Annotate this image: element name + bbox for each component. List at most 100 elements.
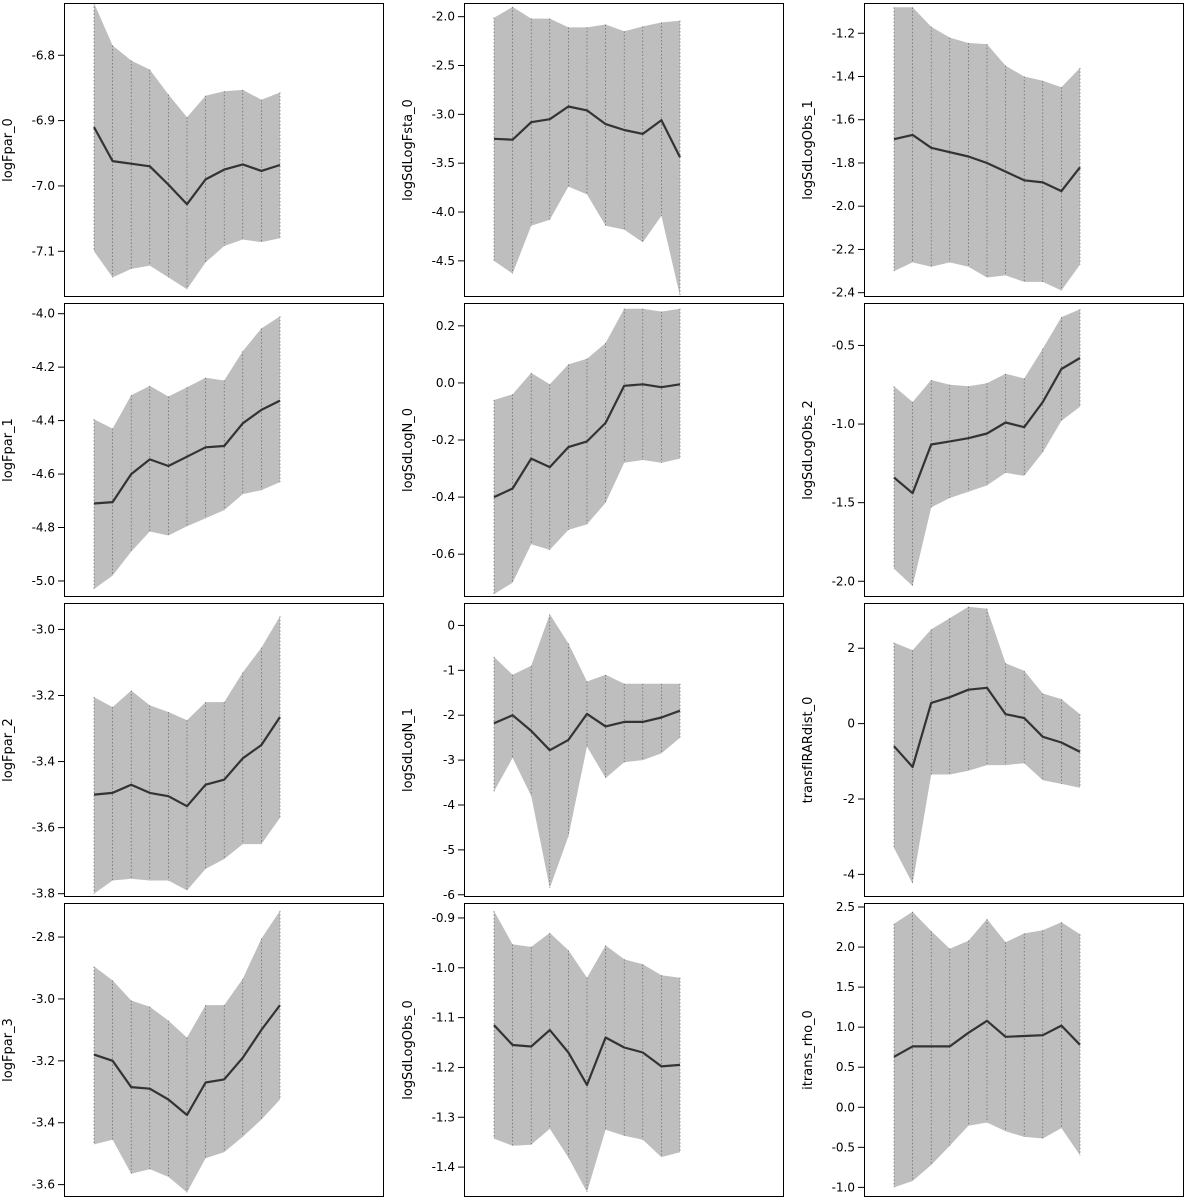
- y-tick-label: -2: [843, 792, 855, 806]
- y-tick-label: 0: [847, 717, 855, 731]
- y-tick-label: -1.4: [432, 1160, 455, 1174]
- uncertainty-band: [94, 316, 280, 589]
- mean-line: [493, 105, 681, 158]
- mean-line: [893, 357, 1081, 495]
- y-tick-label: -4.8: [32, 521, 55, 535]
- y-tick-label: -3.4: [32, 755, 55, 769]
- uncertainty-band: [94, 616, 280, 894]
- y-tick-label: -0.5: [832, 1140, 855, 1154]
- y-tick-label: 1.5: [836, 980, 855, 994]
- y-tick-label: 2.0: [836, 940, 855, 954]
- plot-frame: [464, 903, 784, 1197]
- y-tick-label: -3.6: [32, 821, 55, 835]
- y-tick-label: -2.0: [432, 10, 455, 24]
- y-tick-label: 0.0: [836, 1100, 855, 1114]
- y-tick-label: -3.5: [432, 156, 455, 170]
- panel-6: -3.8 -3.6 -3.4 -3.2 -3.0 logFpar_2: [1, 603, 384, 901]
- plot-frame: [464, 3, 784, 297]
- panel-10: -1.4 -1.3 -1.2 -1.1 -1.0 -0.9 logSdLogObs_0: [401, 903, 784, 1197]
- panel-2: -2.4 -2.2 -2.0 -1.8 -1.6 -1.4 -1.2 logSdLogObs_…: [801, 3, 1184, 300]
- y-tick-label: -0.2: [432, 433, 455, 447]
- uncertainty-band: [894, 7, 1080, 291]
- mean-line: [893, 1019, 1081, 1058]
- y-tick-label: -1: [443, 663, 455, 677]
- plot-frame: [864, 903, 1184, 1197]
- plot-frame: [864, 603, 1184, 897]
- plot-frame: [64, 3, 384, 297]
- y-tick-label: -6.9: [32, 114, 55, 128]
- panel-9: -3.6 -3.4 -3.2 -3.0 -2.8 logFpar_3: [1, 903, 384, 1197]
- y-tick-label: 0.2: [436, 319, 455, 333]
- panel-11: -1.0 -0.5 0.0 0.5 1.0 1.5 2.0 2.5 itrans_rho_0: [801, 900, 1184, 1197]
- y-tick-label: -1.2: [832, 26, 855, 40]
- mean-line: [93, 1004, 281, 1117]
- panel-3: -5.0 -4.8 -4.6 -4.4 -4.2 -4.0 logFpar_1: [1, 303, 384, 597]
- mean-line: [893, 133, 1081, 193]
- y-tick-label: -3.0: [32, 622, 55, 636]
- y-tick-label: -4.2: [32, 360, 55, 374]
- y-tick-label: -0.4: [432, 490, 455, 504]
- uncertainty-band: [494, 308, 680, 595]
- uncertainty-band: [494, 614, 680, 888]
- uncertainty-band: [494, 6, 680, 297]
- y-tick-label: -5.0: [32, 574, 55, 588]
- y-tick-label: -1.1: [432, 1011, 455, 1025]
- y-tick-label: -1.8: [832, 156, 855, 170]
- y-tick-label: -4: [443, 798, 455, 812]
- mean-line: [493, 1024, 681, 1086]
- y-tick-label: -3.0: [32, 992, 55, 1006]
- y-tick-label: -0.9: [432, 911, 455, 925]
- panel-1: -4.5 -4.0 -3.5 -3.0 -2.5 -2.0 logSdLogFsta_0: [401, 3, 784, 297]
- y-tick-label: -0.5: [832, 338, 855, 352]
- mean-line: [493, 383, 681, 499]
- y-tick-label: -1.5: [832, 496, 855, 510]
- y-tick-label: -3.2: [32, 688, 55, 702]
- y-tick-label: 0.0: [436, 376, 455, 390]
- y-tick-label: -6: [443, 888, 455, 902]
- y-tick-label: -4.5: [432, 254, 455, 268]
- y-tick-label: 2.5: [836, 900, 855, 914]
- y-axis-label: logSdLogN_1: [401, 708, 416, 792]
- y-axis-label: logFpar_0: [1, 118, 16, 182]
- y-tick-label: -3.8: [32, 887, 55, 901]
- y-tick-label: -6.8: [32, 48, 55, 62]
- y-tick-label: -5: [443, 843, 455, 857]
- y-tick-label: -3: [443, 753, 455, 767]
- y-tick-label: -7.1: [32, 244, 55, 258]
- y-tick-label: -1.2: [432, 1060, 455, 1074]
- panel-0: -7.1 -7.0 -6.9 -6.8 logFpar_0: [1, 3, 384, 297]
- y-tick-label: -2.0: [832, 199, 855, 213]
- y-tick-label: -1.0: [832, 1180, 855, 1194]
- mean-line: [93, 399, 281, 505]
- y-tick-label: -7.0: [32, 179, 55, 193]
- y-tick-label: -4.0: [32, 307, 55, 321]
- panel-8: -4 -2 0 2 transfIRARdist_0: [801, 603, 1184, 897]
- y-tick-label: -4.0: [432, 205, 455, 219]
- y-tick-label: 0: [447, 618, 455, 632]
- y-tick-label: -1.3: [432, 1110, 455, 1124]
- y-tick-label: -4: [843, 867, 855, 881]
- panel-5: -2.0 -1.5 -1.0 -0.5 logSdLogObs_2: [801, 303, 1184, 597]
- y-tick-label: -3.0: [432, 107, 455, 121]
- panel-7: -6 -5 -4 -3 -2 -1 0 logSdLogN_1: [401, 603, 784, 902]
- y-axis-label: logFpar_1: [1, 418, 16, 482]
- y-axis-label: logFpar_3: [1, 1018, 16, 1082]
- plot-frame: [64, 603, 384, 897]
- y-tick-label: -0.6: [432, 547, 455, 561]
- mean-line: [93, 716, 281, 808]
- panel-4: -0.6 -0.4 -0.2 0.0 0.2 logSdLogN_0: [401, 303, 784, 597]
- uncertainty-band: [94, 910, 280, 1193]
- y-tick-label: -3.4: [32, 1116, 55, 1130]
- y-tick-label: -1.0: [832, 417, 855, 431]
- y-tick-label: 0.5: [836, 1060, 855, 1074]
- plot-frame: [64, 903, 384, 1197]
- y-tick-label: -4.6: [32, 467, 55, 481]
- y-axis-label: logSdLogFsta_0: [401, 99, 416, 201]
- y-axis-label: itrans_rho_0: [801, 1010, 816, 1090]
- y-tick-label: -4.4: [32, 414, 55, 428]
- mean-line: [493, 709, 681, 752]
- y-tick-label: -2.4: [832, 286, 855, 300]
- y-axis-label: transfIRARdist_0: [801, 697, 816, 804]
- y-axis-label: logSdLogObs_1: [801, 100, 816, 200]
